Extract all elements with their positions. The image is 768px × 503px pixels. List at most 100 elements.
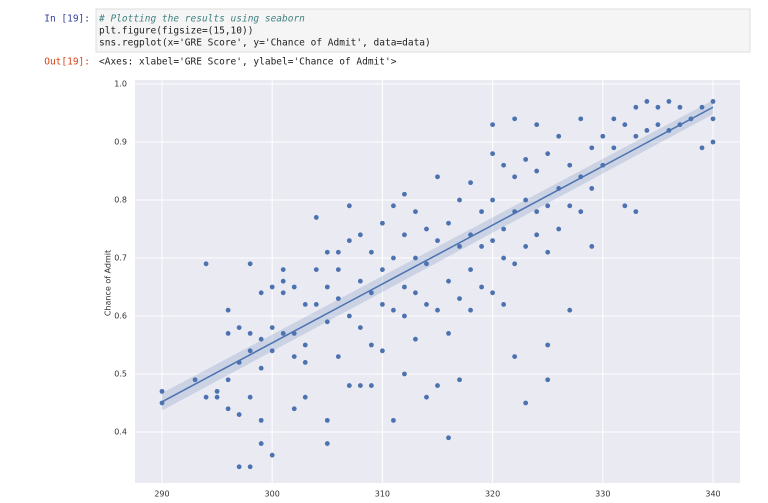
x-tick-label: 330 [595,490,610,499]
y-tick-label: 0.6 [114,312,127,321]
point [203,394,209,400]
point [346,313,352,319]
point [335,296,341,302]
point [214,394,220,400]
point [236,464,242,470]
point [644,128,650,133]
point [346,238,352,244]
point [335,354,341,359]
point [435,307,440,313]
point [258,365,264,371]
point [313,215,319,220]
point [413,290,418,296]
point [402,191,407,197]
y-axis-label: Chance of Admit [104,250,113,316]
point [710,116,716,122]
x-tick-label: 290 [154,490,169,499]
point [280,278,286,284]
point [247,261,253,267]
point [490,238,496,244]
point [424,261,429,267]
point [578,116,584,122]
point [324,249,330,255]
point [357,278,363,284]
point [402,284,407,290]
point [424,394,429,400]
point [523,157,529,162]
point [633,133,639,139]
point [324,319,330,325]
point [479,284,484,290]
y-tick-label: 0.8 [114,196,127,205]
point [457,197,462,203]
point [435,238,440,244]
point [699,104,705,110]
point [402,313,407,319]
point [556,133,562,139]
point [545,151,551,157]
point [236,325,242,330]
point [324,284,330,290]
point [291,406,297,412]
y-tick-label: 0.7 [114,254,127,263]
point [236,412,242,417]
point [567,203,573,209]
point [446,330,451,336]
point [203,261,209,267]
point [368,249,374,255]
confidence-band [161,100,714,411]
point [379,220,385,226]
x-tick-label: 310 [375,490,390,499]
point [512,354,518,359]
point [622,203,628,209]
point [379,348,385,354]
point [159,388,165,394]
point [457,296,462,302]
point [391,307,396,313]
point [611,116,617,122]
code-line: sns.regplot(x='GRE Score', y='Chance of … [99,38,431,49]
point [534,122,540,128]
point [677,104,683,110]
point [589,186,595,191]
point [225,377,231,383]
point [512,116,518,122]
y-tick-label: 1.0 [114,80,127,89]
point [391,417,396,423]
point [269,452,275,458]
point [280,290,286,296]
point [512,174,518,180]
point [468,307,473,313]
point [413,255,418,261]
point [225,406,231,412]
point [247,348,253,354]
point [214,388,220,394]
point [368,342,374,348]
point [534,232,540,238]
point [413,336,418,342]
point [567,307,573,313]
point [424,226,429,232]
point [402,232,407,238]
point [302,302,308,307]
point [545,203,551,209]
point [225,307,231,313]
point [379,267,385,273]
point [622,122,628,128]
point [269,348,275,354]
point [391,203,396,209]
point [269,325,275,330]
code-cell[interactable] [95,8,751,53]
point [269,284,275,290]
point [247,394,253,400]
regression-line [161,106,714,403]
point [490,151,496,157]
point [357,325,363,330]
point [302,359,308,365]
point [633,104,639,110]
point [302,342,308,348]
point [192,377,198,383]
point [391,255,396,261]
point [435,174,440,180]
